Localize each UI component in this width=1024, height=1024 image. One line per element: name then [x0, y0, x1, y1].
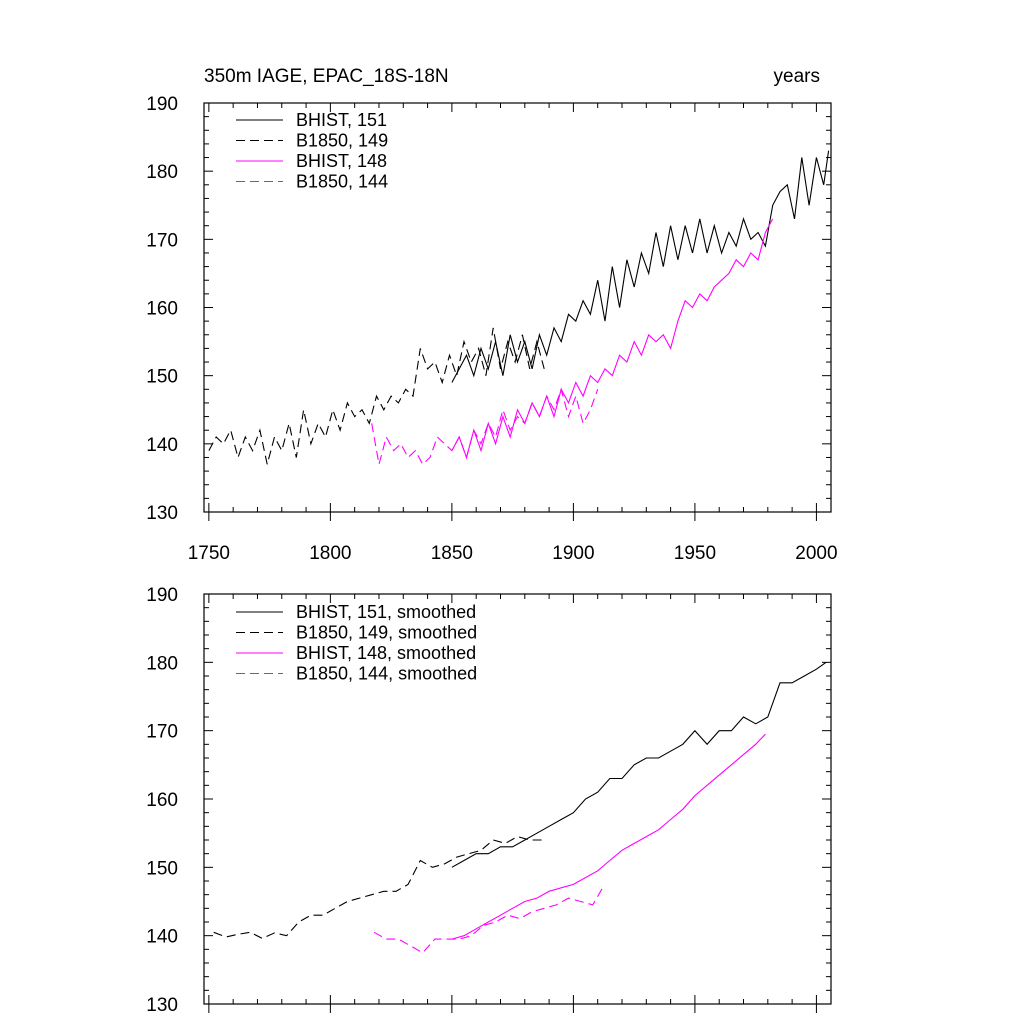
y-tick-label: 140	[146, 927, 178, 948]
units-label: years	[774, 66, 820, 87]
series-line-0	[451, 661, 827, 868]
series-line-1	[213, 836, 542, 940]
legend-label: B1850, 144, smoothed	[296, 664, 477, 684]
x-tick-label: 1800	[309, 543, 351, 564]
series-line-0	[451, 150, 830, 383]
legend-label: BHIST, 148, smoothed	[296, 643, 476, 663]
legend-label: B1850, 149, smoothed	[296, 623, 477, 643]
y-tick-label: 170	[146, 722, 178, 743]
series-line-1	[208, 327, 545, 465]
legend-label: BHIST, 151	[296, 110, 387, 130]
series-line-3	[373, 887, 604, 954]
chart-title: 350m IAGE, EPAC_18S-18N	[204, 66, 449, 87]
y-tick-label: 130	[146, 995, 178, 1016]
series-line-3	[371, 387, 599, 466]
x-tick-label: 1950	[674, 543, 716, 564]
y-tick-label: 180	[146, 162, 178, 183]
x-tick-label: 2000	[795, 543, 837, 564]
y-tick-label: 160	[146, 299, 178, 320]
y-tick-label: 190	[146, 94, 178, 115]
x-tick-label: 1750	[188, 543, 230, 564]
legend-label: B1850, 149	[296, 131, 388, 151]
legend-label: BHIST, 148	[296, 151, 387, 171]
y-tick-label: 150	[146, 858, 178, 879]
x-tick-label: 1850	[431, 543, 473, 564]
y-tick-label: 190	[146, 585, 178, 606]
x-tick-label: 1900	[552, 543, 594, 564]
y-tick-label: 130	[146, 503, 178, 524]
legend-label: B1850, 144	[296, 172, 388, 192]
series-line-2	[451, 218, 774, 460]
y-tick-label: 160	[146, 790, 178, 811]
y-tick-label: 180	[146, 653, 178, 674]
legend-label: BHIST, 151, smoothed	[296, 602, 476, 622]
y-tick-label: 140	[146, 435, 178, 456]
panel-bottom: 130 140 150 160 170 180 190 BHIST, 151, smooth…	[146, 585, 832, 1016]
panel-top: 350m IAGE, EPAC_18S-18N years 130 140 150 1…	[146, 66, 837, 564]
series-line-2	[451, 733, 766, 940]
y-tick-label: 150	[146, 367, 178, 388]
y-tick-label: 170	[146, 230, 178, 251]
